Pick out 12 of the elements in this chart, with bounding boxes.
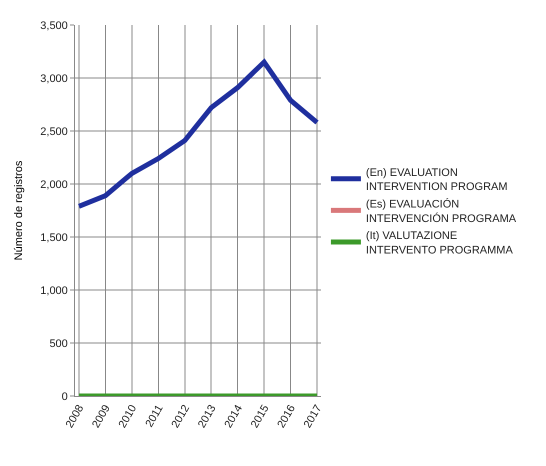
y-tick-label: 2,500: [40, 126, 68, 138]
y-axis-title: Número de registros: [12, 160, 25, 260]
y-tick-label: 1,000: [40, 284, 68, 297]
y-tick-label: 0: [62, 390, 68, 403]
legend-label: (En) EVALUATION INTERVENTION PROGRAM: [366, 166, 508, 194]
y-tick-label: 1,500: [40, 232, 68, 244]
y-tick-label: 2,000: [40, 178, 68, 191]
y-tick-label: 500: [49, 338, 68, 350]
legend-label: (It) VALUTAZIONE INTERVENTO PROGRAMMA: [366, 230, 514, 256]
legend-label: (Es) EVALUACIÓN INTERVENCIÓN PROGRAMA: [366, 198, 517, 225]
y-tick-label: 3,500: [40, 20, 68, 32]
y-tick-label: 3,000: [40, 72, 68, 85]
